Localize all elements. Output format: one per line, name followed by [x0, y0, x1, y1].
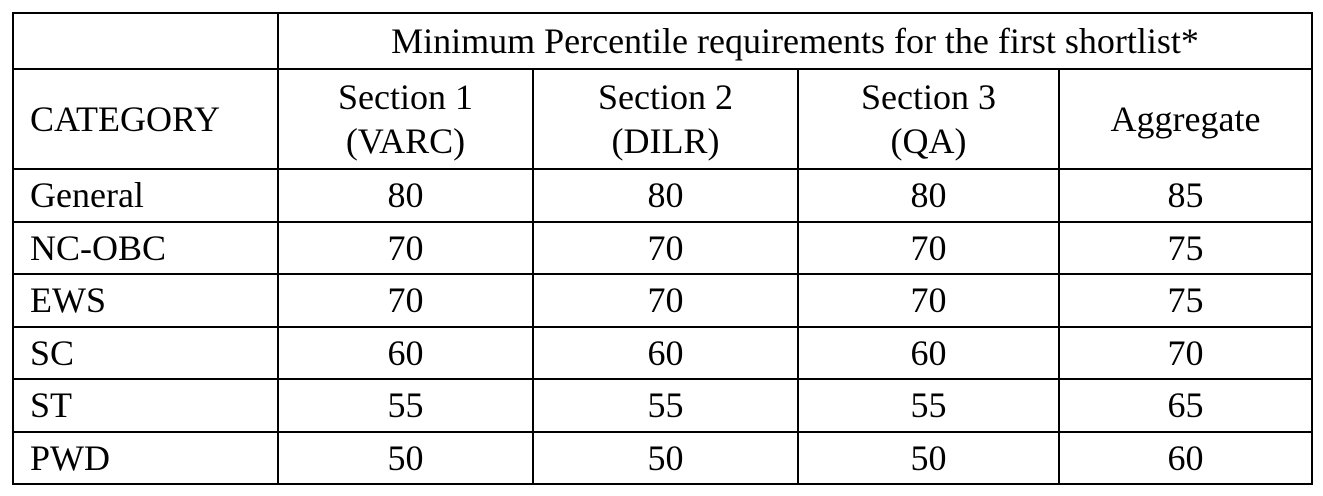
value-cell: 50	[532, 430, 799, 485]
value-cell: 70	[797, 220, 1060, 275]
value-cell: 75	[1058, 273, 1313, 328]
value-cell: 70	[277, 273, 534, 328]
data-row: NC-OBC 70 70 70 75	[12, 220, 1313, 275]
empty-cell	[12, 12, 279, 70]
column-header: Section 3 (QA)	[797, 68, 1060, 170]
value-cell: 60	[1058, 430, 1313, 485]
value-cell: 70	[532, 273, 799, 328]
column-header-line: Section 1	[338, 77, 473, 117]
value-cell: 50	[277, 430, 534, 485]
header-row: Minimum Percentile requirements for the …	[12, 12, 1313, 70]
column-header-line: (DILR)	[611, 121, 720, 161]
data-row: General 80 80 80 85	[12, 168, 1313, 223]
column-header-row: CATEGORY Section 1 (VARC) Section 2 (DILR) S…	[12, 68, 1313, 170]
column-header-line: (QA)	[890, 121, 967, 161]
data-row: EWS 70 70 70 75	[12, 273, 1313, 328]
corner-header: CATEGORY	[12, 68, 279, 170]
value-cell: 70	[797, 273, 1060, 328]
value-cell: 80	[532, 168, 799, 223]
value-cell: 55	[532, 378, 799, 433]
value-cell: 50	[797, 430, 1060, 485]
column-header-line: (VARC)	[345, 121, 466, 161]
value-cell: 70	[532, 220, 799, 275]
value-cell: 75	[1058, 220, 1313, 275]
column-header-line: Section 3	[861, 77, 996, 117]
column-header: Section 2 (DILR)	[532, 68, 799, 170]
category-cell: NC-OBC	[12, 220, 279, 275]
value-cell: 80	[797, 168, 1060, 223]
column-header-line: Section 2	[598, 77, 733, 117]
column-header-line: Aggregate	[1110, 99, 1261, 139]
table-title: Minimum Percentile requirements for the …	[277, 12, 1313, 70]
column-header: Aggregate	[1058, 68, 1313, 170]
category-cell: ST	[12, 378, 279, 433]
value-cell: 80	[277, 168, 534, 223]
value-cell: 85	[1058, 168, 1313, 223]
value-cell: 60	[797, 325, 1060, 380]
value-cell: 60	[532, 325, 799, 380]
value-cell: 70	[1058, 325, 1313, 380]
category-cell: PWD	[12, 430, 279, 485]
column-header: Section 1 (VARC)	[277, 68, 534, 170]
category-cell: General	[12, 168, 279, 223]
value-cell: 65	[1058, 378, 1313, 433]
value-cell: 70	[277, 220, 534, 275]
value-cell: 55	[277, 378, 534, 433]
data-row: ST 55 55 55 65	[12, 378, 1313, 433]
data-row: PWD 50 50 50 60	[12, 430, 1313, 485]
category-cell: SC	[12, 325, 279, 380]
category-cell: EWS	[12, 273, 279, 328]
value-cell: 55	[797, 378, 1060, 433]
percentile-table: Minimum Percentile requirements for the …	[12, 12, 1313, 485]
value-cell: 60	[277, 325, 534, 380]
table-body: Minimum Percentile requirements for the …	[12, 12, 1313, 485]
data-row: SC 60 60 60 70	[12, 325, 1313, 380]
